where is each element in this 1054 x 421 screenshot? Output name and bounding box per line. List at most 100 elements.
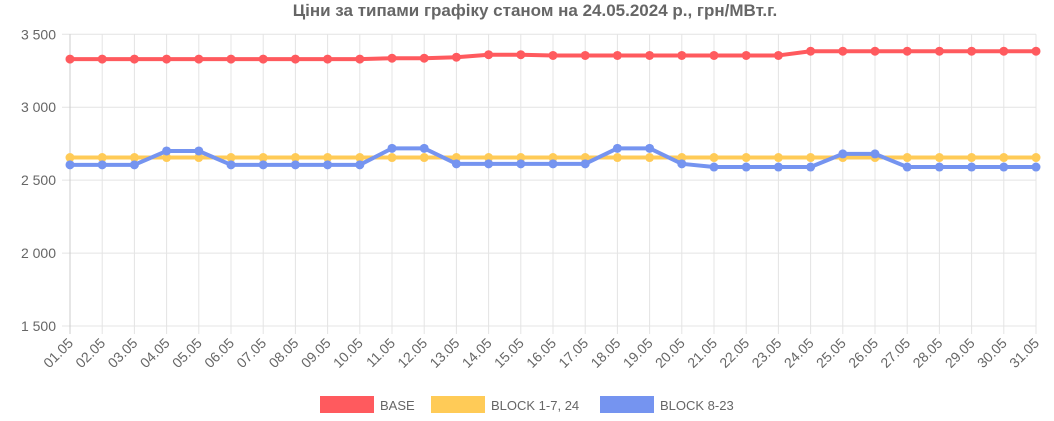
data-point[interactable] (967, 162, 977, 172)
data-point[interactable] (967, 153, 977, 163)
data-point[interactable] (451, 159, 461, 169)
data-point[interactable] (580, 153, 590, 163)
data-point[interactable] (741, 50, 751, 60)
data-point[interactable] (709, 162, 719, 172)
legend-item[interactable]: BLOCK 1-7, 24 (431, 396, 579, 413)
data-point[interactable] (1031, 162, 1041, 172)
data-point[interactable] (902, 46, 912, 56)
data-point[interactable] (677, 50, 687, 60)
x-tick-label: 29.05 (942, 335, 978, 371)
data-point[interactable] (902, 162, 912, 172)
data-point[interactable] (1031, 46, 1041, 56)
data-point[interactable] (323, 160, 333, 170)
data-point[interactable] (97, 160, 107, 170)
data-point[interactable] (516, 159, 526, 169)
data-point[interactable] (934, 153, 944, 163)
data-point[interactable] (162, 54, 172, 64)
data-point[interactable] (612, 153, 622, 163)
x-tick-label: 18.05 (587, 335, 623, 371)
data-point[interactable] (451, 52, 461, 62)
x-tick-label: 12.05 (394, 335, 430, 371)
data-point[interactable] (773, 153, 783, 163)
data-point[interactable] (97, 54, 107, 64)
data-point[interactable] (194, 54, 204, 64)
data-point[interactable] (580, 159, 590, 169)
data-point[interactable] (65, 153, 75, 163)
data-point[interactable] (838, 46, 848, 56)
data-point[interactable] (323, 54, 333, 64)
data-point[interactable] (226, 54, 236, 64)
data-point[interactable] (645, 153, 655, 163)
data-point[interactable] (65, 160, 75, 170)
data-point[interactable] (484, 159, 494, 169)
data-point[interactable] (194, 146, 204, 156)
data-point[interactable] (484, 50, 494, 60)
data-point[interactable] (806, 162, 816, 172)
data-point[interactable] (709, 50, 719, 60)
data-point[interactable] (355, 153, 365, 163)
data-point[interactable] (870, 149, 880, 159)
x-tick-label: 23.05 (748, 335, 784, 371)
data-point[interactable] (645, 50, 655, 60)
data-point[interactable] (129, 160, 139, 170)
data-point[interactable] (741, 153, 751, 163)
data-point[interactable] (870, 46, 880, 56)
data-point[interactable] (387, 153, 397, 163)
data-point[interactable] (773, 162, 783, 172)
data-point[interactable] (129, 54, 139, 64)
data-point[interactable] (902, 153, 912, 163)
data-point[interactable] (677, 153, 687, 163)
data-point[interactable] (580, 50, 590, 60)
data-point[interactable] (65, 54, 75, 64)
data-point[interactable] (258, 160, 268, 170)
legend-item[interactable]: BLOCK 8-23 (600, 396, 734, 413)
data-point[interactable] (162, 146, 172, 156)
data-point[interactable] (419, 53, 429, 63)
data-point[interactable] (645, 143, 655, 153)
data-point[interactable] (355, 160, 365, 170)
data-point[interactable] (516, 50, 526, 60)
data-point[interactable] (129, 153, 139, 163)
data-point[interactable] (838, 149, 848, 159)
data-point[interactable] (999, 46, 1009, 56)
data-point[interactable] (290, 153, 300, 163)
data-point[interactable] (419, 153, 429, 163)
data-point[interactable] (612, 50, 622, 60)
data-point[interactable] (226, 153, 236, 163)
x-tick-label: 21.05 (684, 335, 720, 371)
data-point[interactable] (258, 153, 268, 163)
data-point[interactable] (934, 46, 944, 56)
data-point[interactable] (451, 153, 461, 163)
data-point[interactable] (806, 153, 816, 163)
data-point[interactable] (387, 143, 397, 153)
data-point[interactable] (548, 159, 558, 169)
data-point[interactable] (290, 160, 300, 170)
data-point[interactable] (999, 162, 1009, 172)
data-point[interactable] (194, 153, 204, 163)
data-point[interactable] (548, 50, 558, 60)
data-point[interactable] (677, 159, 687, 169)
data-point[interactable] (419, 143, 429, 153)
data-point[interactable] (1031, 153, 1041, 163)
legend-item[interactable]: BASE (320, 396, 415, 413)
data-point[interactable] (741, 162, 751, 172)
data-point[interactable] (226, 160, 236, 170)
data-point[interactable] (967, 46, 977, 56)
data-point[interactable] (387, 53, 397, 63)
data-point[interactable] (773, 50, 783, 60)
data-point[interactable] (162, 153, 172, 163)
x-tick-label: 16.05 (523, 335, 559, 371)
data-point[interactable] (290, 54, 300, 64)
data-point[interactable] (548, 153, 558, 163)
data-point[interactable] (97, 153, 107, 163)
data-point[interactable] (484, 153, 494, 163)
data-point[interactable] (934, 162, 944, 172)
data-point[interactable] (709, 153, 719, 163)
data-point[interactable] (806, 46, 816, 56)
data-point[interactable] (355, 54, 365, 64)
data-point[interactable] (516, 153, 526, 163)
data-point[interactable] (999, 153, 1009, 163)
data-point[interactable] (258, 54, 268, 64)
data-point[interactable] (323, 153, 333, 163)
data-point[interactable] (612, 143, 622, 153)
